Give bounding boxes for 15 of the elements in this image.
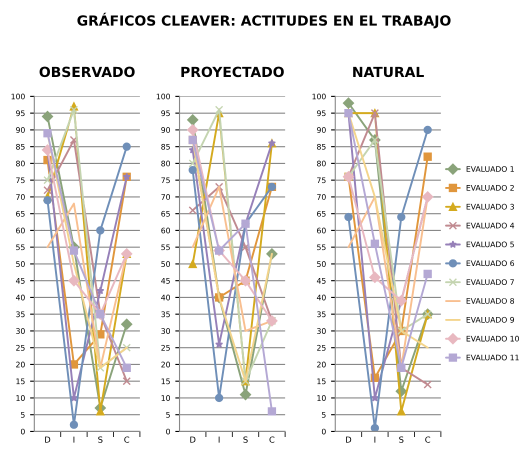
- x-tick-label: S: [243, 436, 248, 443]
- chart-title: PROYECTADO: [181, 66, 284, 78]
- x-tick-label: C: [425, 436, 430, 443]
- text: GRÁFICOS CLEAVER: ACTITUDES EN EL TRABAJO: [77, 12, 451, 28]
- x-tick-label: I: [218, 436, 220, 443]
- x-tick-label: D: [190, 436, 196, 443]
- chart-title: NATURAL: [353, 66, 424, 78]
- x-tick-label: S: [399, 436, 404, 443]
- x-tick-label: I: [374, 436, 376, 443]
- x-tick-label: D: [45, 436, 50, 443]
- chart-title: OBSERVADO: [40, 66, 135, 78]
- x-tick-label: D: [346, 436, 352, 443]
- x-tick-label: C: [124, 436, 130, 443]
- x-tick-label: S: [98, 436, 102, 443]
- x-tick-label: C: [269, 436, 274, 443]
